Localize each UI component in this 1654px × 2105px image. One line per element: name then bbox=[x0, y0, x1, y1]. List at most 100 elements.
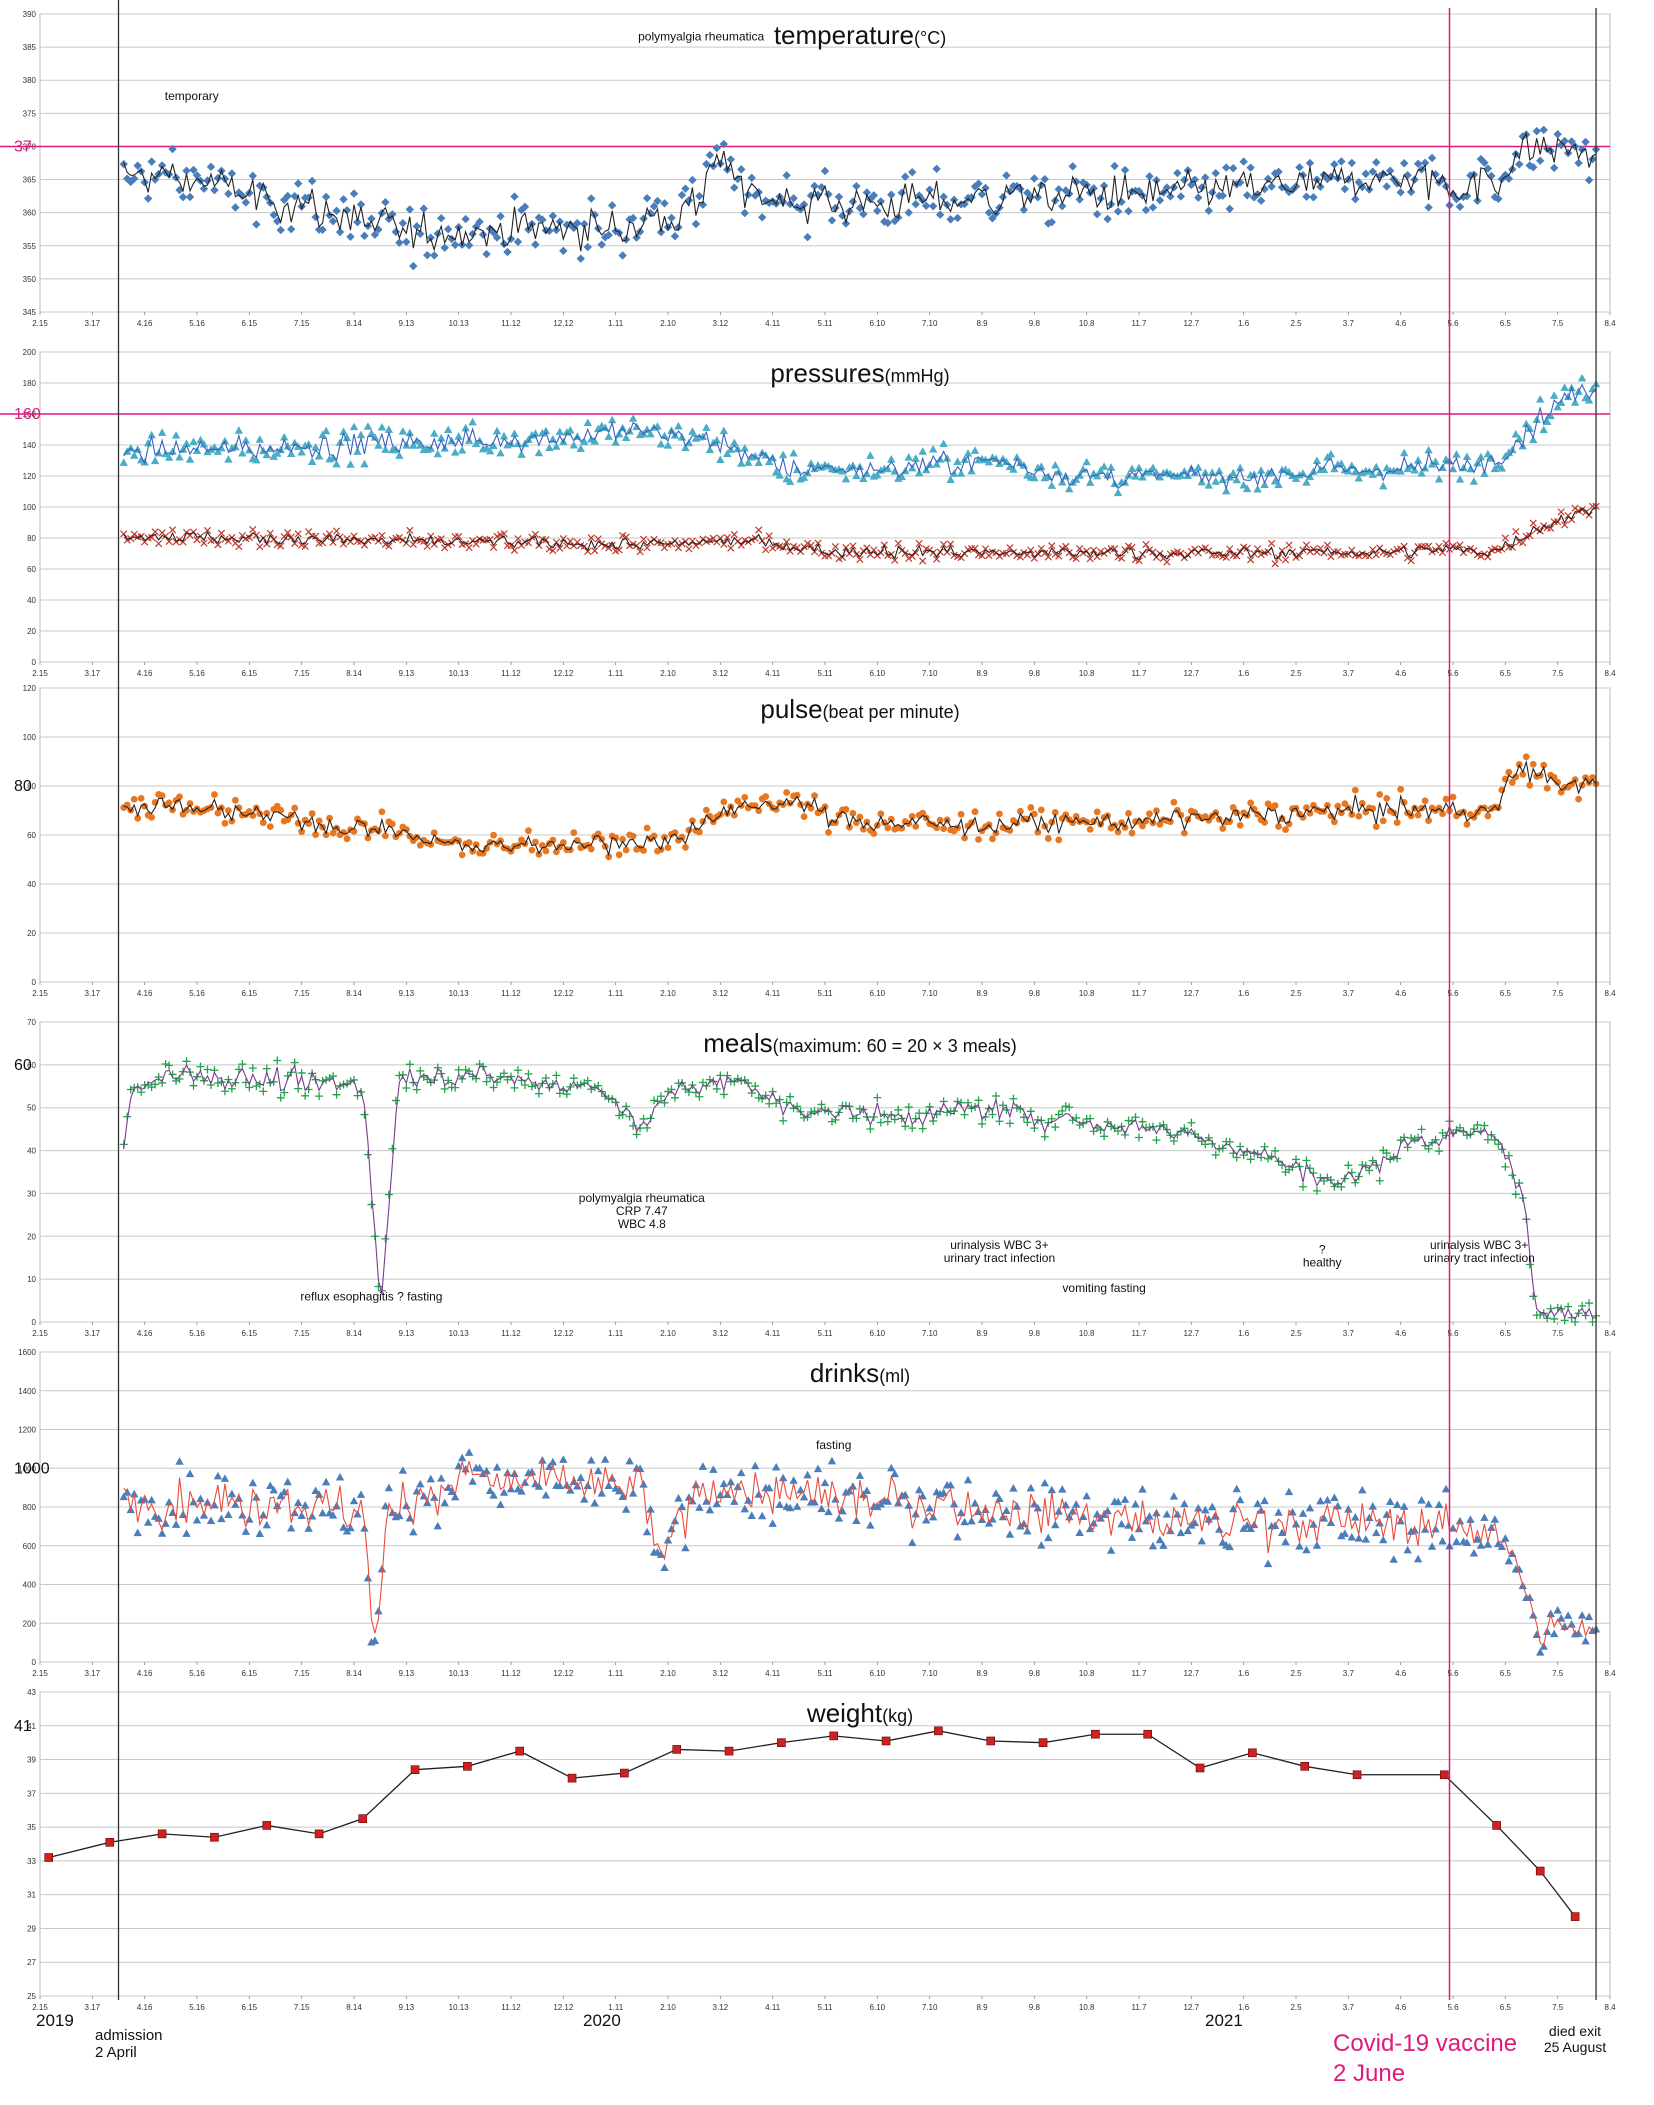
pressures-data-point bbox=[1078, 465, 1088, 473]
drinks-data-point bbox=[1145, 1512, 1154, 1520]
pulse-data-point bbox=[364, 834, 372, 842]
temperature-x-tick-label: 6.5 bbox=[1500, 319, 1512, 328]
weight-point bbox=[210, 1832, 219, 1842]
weight-point bbox=[620, 1768, 629, 1778]
drinks-y-tick-label: 200 bbox=[23, 1619, 37, 1628]
temperature-x-tick-label: 8.9 bbox=[976, 319, 988, 328]
temperature-data-point bbox=[639, 214, 648, 223]
pulse-data-point bbox=[682, 843, 689, 851]
drinks-moving-line bbox=[123, 1458, 1597, 1647]
pressures-data-point bbox=[290, 438, 299, 447]
pulse-data-point bbox=[259, 819, 267, 827]
pressures-data-point bbox=[437, 433, 446, 442]
drinks-data-point bbox=[1190, 1518, 1200, 1527]
pulse-data-point bbox=[134, 814, 142, 822]
pulse-data-point bbox=[137, 794, 145, 802]
drinks-data-point bbox=[1082, 1491, 1091, 1500]
pressures-data-point bbox=[277, 542, 285, 550]
pressures-data-point bbox=[1086, 555, 1094, 563]
pressures-data-point bbox=[485, 446, 495, 455]
meals-data-point bbox=[876, 1118, 885, 1127]
drinks-x-tick-label: 4.11 bbox=[765, 1669, 781, 1678]
pressures-data-point bbox=[1006, 544, 1014, 552]
pulse-y-tick-label: 0 bbox=[32, 978, 37, 987]
pressures-data-point bbox=[1561, 521, 1569, 529]
pressures-data-point bbox=[1337, 459, 1346, 467]
pressures-data-point bbox=[1431, 457, 1440, 465]
pressures-data-point bbox=[130, 451, 139, 459]
drinks-data-point bbox=[698, 1462, 708, 1470]
temperature-data-point bbox=[255, 181, 264, 190]
temperature-data-point bbox=[1026, 192, 1036, 202]
drinks-data-point bbox=[838, 1506, 847, 1515]
temperature-data-point bbox=[1406, 187, 1416, 197]
meals-data-point bbox=[1211, 1150, 1220, 1159]
pressures-x-tick-label: 11.7 bbox=[1132, 669, 1148, 678]
drinks-data-point bbox=[527, 1467, 537, 1476]
pulse-data-point bbox=[971, 808, 979, 816]
pressures-x-tick-label: 10.13 bbox=[449, 669, 470, 678]
meals-data-point bbox=[395, 1071, 404, 1080]
temperature-data-point bbox=[1270, 169, 1280, 178]
drinks-data-point bbox=[1379, 1535, 1388, 1544]
weight-point bbox=[314, 1829, 324, 1839]
drinks-data-point bbox=[321, 1477, 331, 1486]
pulse-data-point bbox=[158, 792, 166, 800]
drinks-data-point bbox=[133, 1528, 142, 1537]
pulse-data-point bbox=[542, 847, 550, 855]
temperature-data-point bbox=[513, 237, 523, 247]
pressures-data-point bbox=[339, 540, 348, 548]
pressures-data-point bbox=[262, 450, 271, 459]
meals-data-point bbox=[367, 1200, 376, 1209]
temperature-data-point bbox=[782, 171, 791, 180]
temperature-data-point bbox=[391, 227, 401, 237]
temperature-data-point bbox=[164, 170, 174, 179]
pulse-data-point bbox=[1146, 810, 1153, 818]
pressures-data-point bbox=[151, 528, 159, 536]
drinks-data-point bbox=[618, 1492, 627, 1501]
pressures-data-point bbox=[566, 426, 575, 434]
drinks-data-point bbox=[946, 1480, 955, 1489]
temperature-data-point bbox=[977, 189, 987, 199]
pressures-data-point bbox=[119, 458, 128, 466]
meals-data-point bbox=[904, 1103, 913, 1112]
drinks-data-point bbox=[164, 1497, 174, 1506]
temperature-data-point bbox=[1361, 169, 1370, 179]
pulse-data-point bbox=[1282, 826, 1289, 834]
temperature-data-point bbox=[199, 184, 209, 193]
temperature-data-point bbox=[587, 194, 596, 203]
temperature-data-point bbox=[778, 197, 788, 207]
drinks-data-point bbox=[1242, 1521, 1252, 1529]
pressures-data-point bbox=[168, 526, 177, 534]
drinks-data-point bbox=[1173, 1510, 1182, 1518]
pressures-data-point bbox=[143, 438, 153, 447]
drinks-data-point bbox=[660, 1563, 669, 1572]
meals-x-tick-label: 10.13 bbox=[449, 1329, 470, 1338]
pressures-data-point bbox=[1348, 546, 1356, 554]
drinks-data-point bbox=[1556, 1614, 1566, 1622]
meals-moving-line bbox=[123, 1063, 1597, 1320]
temperature-data-point bbox=[1222, 163, 1231, 172]
drinks-data-point bbox=[1340, 1529, 1350, 1537]
pulse-x-tick-label: 11.12 bbox=[501, 989, 521, 998]
temperature-data-point bbox=[1553, 130, 1562, 139]
weight-point bbox=[1300, 1762, 1310, 1771]
drinks-y-tick-label: 800 bbox=[23, 1503, 37, 1512]
temperature-data-point bbox=[758, 213, 767, 222]
temperature-y-tick-label: 390 bbox=[23, 10, 37, 19]
pressures-data-point bbox=[1229, 468, 1238, 477]
pulse-data-point bbox=[1484, 812, 1492, 820]
pressures-data-point bbox=[928, 444, 938, 453]
drinks-x-tick-label: 7.10 bbox=[922, 1669, 938, 1678]
meals-data-point bbox=[1407, 1133, 1416, 1142]
temperature-x-tick-label: 10.13 bbox=[449, 319, 470, 328]
pressures-data-point bbox=[643, 544, 651, 552]
pressures-x-tick-label: 12.7 bbox=[1184, 669, 1200, 678]
meals-data-point bbox=[1173, 1130, 1182, 1139]
meals-data-point bbox=[1051, 1123, 1060, 1132]
drinks-data-point bbox=[293, 1498, 303, 1506]
weight-x-tick-label: 12.7 bbox=[1184, 2003, 1200, 2012]
pulse-data-point bbox=[605, 853, 613, 861]
